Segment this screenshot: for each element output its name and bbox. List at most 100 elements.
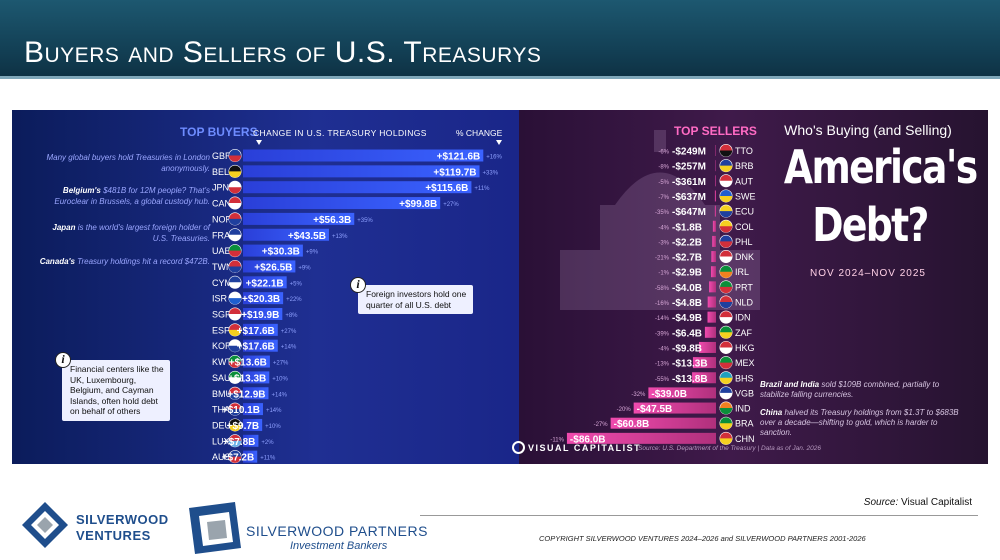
infographic-source: Source: U.S. Department of the Treasury … (638, 445, 821, 452)
buyer-country-label: SGP (212, 310, 231, 320)
seller-flag-icon-band (719, 423, 733, 430)
seller-country-label: TTO (735, 146, 753, 156)
seller-flag-icon-band (719, 226, 733, 233)
buyer-flag-icon-band (228, 203, 242, 210)
seller-flag-icon (719, 295, 733, 309)
seller-flag-icon (719, 340, 733, 354)
seller-flag-icon-band (719, 241, 733, 248)
footer-divider (420, 515, 978, 516)
seller-bar (633, 402, 716, 414)
seller-pct-label: -6% (658, 150, 669, 156)
buyer-flag-icon (228, 196, 242, 210)
buyer-flag-icon (228, 244, 242, 258)
seller-country-label: BHS (735, 373, 754, 383)
buyer-bar (243, 403, 263, 416)
seller-flag-icon-band (719, 150, 733, 157)
buyer-pct-label: +9% (306, 250, 319, 256)
seller-country-label: MEX (735, 358, 755, 368)
seller-flag-icon-band (719, 362, 733, 369)
note-china: China halved its Treasury holdings from … (760, 408, 959, 437)
buyer-bar (243, 355, 270, 368)
seller-country-label: NLD (735, 298, 754, 308)
buyer-flag-icon-band (228, 409, 242, 416)
seller-flag-icon (719, 174, 733, 188)
buyer-bar (243, 260, 296, 273)
seller-bar (692, 372, 716, 384)
buyer-bar (243, 434, 259, 447)
buyer-pct-label: +27% (273, 361, 289, 367)
buyers-pct-arrow (496, 140, 502, 145)
slide-header (0, 0, 1000, 76)
seller-country-label: IDN (735, 313, 751, 323)
sellers-title: TOP SELLERS (674, 124, 757, 138)
buyer-pct-label: +27% (443, 202, 459, 208)
infographic-title-line1: America's (783, 140, 978, 194)
buyer-flag-icon-band (228, 171, 242, 178)
buyer-bar (243, 244, 303, 257)
seller-bar (699, 341, 716, 353)
buyer-flag-icon (228, 228, 242, 242)
seller-value-label: -$2.7B (672, 253, 702, 264)
buyer-pct-label: +16% (486, 155, 502, 161)
buyer-country-label: LUX (212, 436, 230, 446)
buyer-flag-icon-band (228, 266, 242, 273)
buyer-value-label: +$30.3B (262, 247, 300, 258)
seller-flag-icon-band (719, 302, 733, 309)
buyer-pct-label: +14% (281, 345, 297, 351)
seller-value-label: -$4.0B (672, 283, 702, 294)
seller-value-label: -$257M (672, 162, 706, 173)
buyer-flag-icon-band (228, 155, 242, 162)
seller-country-label: CHN (735, 434, 755, 444)
buyer-flag-icon (228, 164, 242, 178)
note-brazil-india: Brazil and India sold $109B combined, pa… (760, 380, 940, 399)
info-icon: i (350, 277, 366, 293)
seller-country-label: VGB (735, 388, 754, 398)
seller-pct-label: -35% (655, 210, 670, 216)
seller-country-label: BRA (735, 419, 754, 429)
seller-flag-icon (719, 159, 733, 173)
copyright: COPYRIGHT SILVERWOOD VENTURES 2024–2026 … (539, 534, 866, 543)
seller-country-label: IRL (735, 267, 749, 277)
seller-flag-icon-band (719, 211, 733, 218)
logo2-line1: SILVERWOOD PARTNERS (246, 523, 428, 539)
buyer-flag-icon (228, 259, 242, 273)
buyer-pct-label: +2% (261, 440, 274, 446)
buyer-country-label: NOR (212, 214, 233, 224)
buyer-flag-icon (228, 291, 242, 305)
buyer-flag-icon (228, 418, 242, 432)
callout-financial-centers: Financial centers like the UK, Luxembour… (62, 360, 170, 421)
buyer-value-label: +$19.9B (241, 310, 279, 321)
buyer-flag-icon-band (228, 282, 242, 289)
seller-pct-label: -39% (655, 331, 670, 337)
seller-value-label: -$4.8B (672, 298, 702, 309)
buyer-bar (243, 323, 278, 336)
buyer-bar (243, 387, 269, 400)
seller-bar (709, 281, 716, 293)
note-belgium: Belgium's $481B for 12M people? That's E… (54, 186, 210, 206)
buyer-bar (243, 418, 263, 431)
buyer-bar (243, 292, 284, 305)
buyer-pct-label: +11% (474, 186, 490, 192)
logo2-line2: Investment Bankers (290, 540, 388, 552)
buyer-flag-icon (228, 339, 242, 353)
buyer-flag-icon-band (228, 377, 242, 384)
buyer-country-label: CAN (212, 199, 231, 209)
buyer-flag-icon (228, 323, 242, 337)
buyer-flag-icon-band (228, 187, 242, 194)
page-title: Buyers and Sellers of U.S. Treasurys (24, 36, 542, 69)
seller-pct-label: -32% (631, 392, 646, 398)
buyer-flag-icon-band (228, 329, 242, 337)
buyer-country-label: BEL (212, 167, 229, 177)
buyer-pct-label: +9% (298, 265, 311, 271)
buyer-bar (243, 276, 287, 289)
buyer-country-label: BMU (212, 389, 232, 399)
seller-flag-icon (719, 219, 733, 233)
seller-pct-label: -1% (658, 271, 669, 277)
buyer-value-label: +$43.5B (288, 231, 326, 242)
buyer-flag-icon-band (228, 314, 242, 321)
seller-flag-icon-band (719, 438, 733, 445)
buyer-value-label: +$7.2B (222, 453, 255, 464)
seller-bar (566, 432, 716, 444)
seller-country-label: DNK (735, 252, 754, 262)
